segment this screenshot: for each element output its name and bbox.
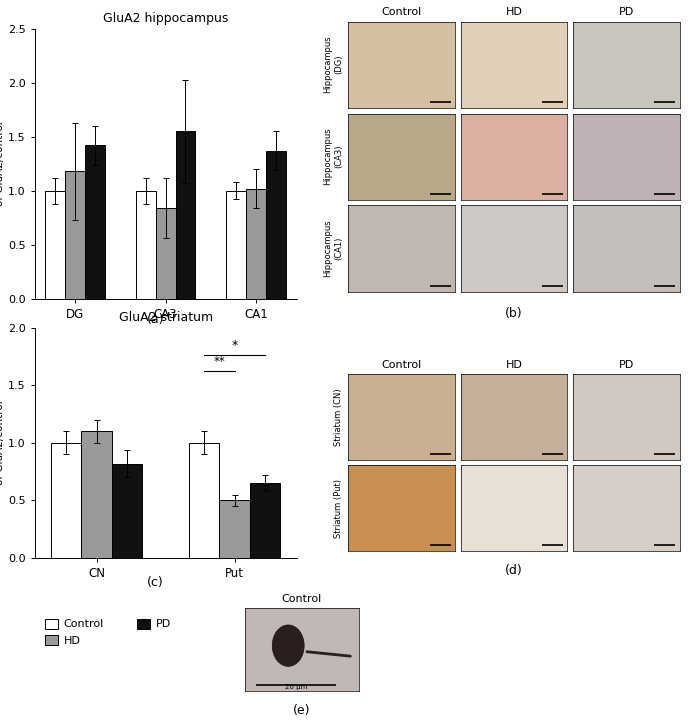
Text: 20 μm: 20 μm (285, 685, 307, 690)
Text: (e): (e) (293, 704, 310, 717)
Text: HD: HD (506, 360, 522, 370)
Text: HD: HD (506, 7, 522, 17)
Legend: Control, HD, PD: Control, HD, PD (40, 614, 175, 650)
Y-axis label: Ratio of average grey value
of GluA2/control: Ratio of average grey value of GluA2/con… (0, 371, 5, 515)
Bar (226, 191, 246, 299)
Text: Hippocampus
(CA3): Hippocampus (CA3) (324, 127, 343, 186)
Legend: Control, HD, PD: Control, HD, PD (40, 353, 175, 389)
Bar (219, 500, 250, 558)
Bar (136, 191, 156, 299)
Text: PD: PD (619, 7, 634, 17)
Bar (85, 145, 105, 299)
Text: Control: Control (382, 360, 422, 370)
Text: (b): (b) (505, 307, 523, 320)
Bar (250, 483, 280, 558)
Title: GluA2 hippocampus: GluA2 hippocampus (103, 12, 228, 25)
Text: PD: PD (619, 360, 634, 370)
Ellipse shape (273, 625, 304, 667)
Text: **: ** (213, 355, 226, 368)
Text: Control: Control (382, 7, 422, 17)
Text: Hippocampus
(CA1): Hippocampus (CA1) (324, 220, 343, 277)
Title: GluA2 striatum: GluA2 striatum (119, 310, 213, 324)
Bar (51, 443, 81, 558)
Text: (c): (c) (147, 576, 164, 589)
Text: Striatum (Put): Striatum (Put) (334, 479, 343, 538)
Y-axis label: Ratio of average grey value
of GluA2/control: Ratio of average grey value of GluA2/con… (0, 91, 5, 236)
Bar (246, 189, 266, 299)
Bar (66, 171, 85, 299)
Bar (189, 443, 219, 558)
Bar (112, 464, 142, 558)
Bar (46, 191, 66, 299)
Text: Control: Control (282, 594, 322, 604)
Bar (81, 431, 112, 558)
Text: (a): (a) (146, 313, 164, 326)
Text: *: * (231, 339, 238, 352)
Text: (d): (d) (505, 564, 523, 577)
Bar (266, 151, 286, 299)
Text: Striatum (CN): Striatum (CN) (334, 388, 343, 446)
Text: Hippocampus
(DG): Hippocampus (DG) (324, 36, 343, 94)
Bar (156, 208, 175, 299)
Bar (175, 132, 195, 299)
